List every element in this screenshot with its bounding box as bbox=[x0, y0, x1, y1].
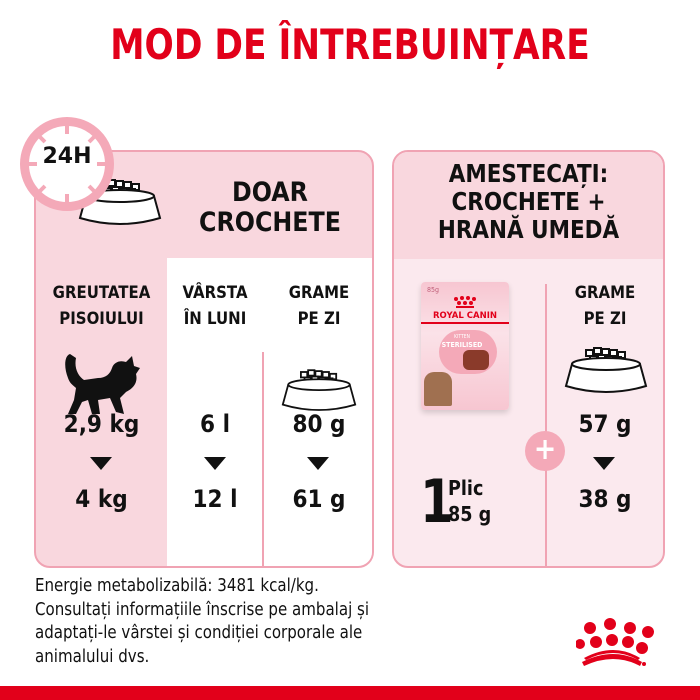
pouch-count: 1 bbox=[420, 467, 454, 537]
mixed-grams-to: 38 g bbox=[578, 485, 632, 513]
kitten-silhouette-icon bbox=[65, 354, 140, 414]
column-head-weight: GREUTATEA PISOIULUI bbox=[52, 283, 151, 330]
royal-canin-crown-icon bbox=[454, 296, 476, 308]
age-to: 12 l bbox=[192, 485, 238, 513]
page-title: MOD DE ÎNTREBUINȚARE bbox=[110, 20, 590, 69]
food-bowl-icon bbox=[281, 369, 357, 411]
column-head-grams: GRAME PE ZI bbox=[288, 283, 350, 330]
grams-from: 80 g bbox=[292, 410, 346, 438]
dry-food-only-panel: DOAR CROCHETE GREUTATEA PISOIULUI VÂRSTA… bbox=[34, 150, 374, 568]
dry-food-heading: DOAR CROCHETE bbox=[199, 177, 341, 239]
mixed-feeding-panel: AMESTECAȚI: CROCHETE + HRANĂ UMEDĂ 85g R… bbox=[392, 150, 665, 568]
arrow-down-icon bbox=[593, 457, 615, 470]
weight-from: 2,9 kg bbox=[63, 410, 140, 438]
pouch-unit: Plic bbox=[448, 476, 484, 500]
royal-canin-crown-logo-icon bbox=[576, 618, 654, 666]
mixed-feeding-heading: AMESTECAȚI: CROCHETE + HRANĂ UMEDĂ bbox=[437, 159, 620, 244]
wet-food-pouch-image: 85g ROYAL CANIN KITTEN STERILISED bbox=[421, 282, 509, 410]
pouch-amount: Plic 85 g bbox=[448, 475, 491, 527]
column-divider bbox=[262, 352, 264, 566]
white-columns-bg bbox=[167, 258, 372, 566]
clock-badge: 24H bbox=[20, 117, 114, 211]
pouch-brand: ROYAL CANIN bbox=[433, 311, 497, 321]
column-head-age: VÂRSTA ÎN LUNI bbox=[182, 283, 248, 330]
food-bowl-icon bbox=[564, 347, 648, 393]
age-from: 6 l bbox=[200, 410, 230, 438]
footer-note: Energie metabolizabilă: 3481 kcal/kg. Co… bbox=[35, 575, 499, 669]
brand-bottom-bar bbox=[0, 686, 700, 700]
arrow-down-icon bbox=[204, 457, 226, 470]
column-divider bbox=[545, 284, 547, 566]
plus-icon: + bbox=[525, 431, 565, 471]
weight-to: 4 kg bbox=[75, 485, 128, 513]
column-head-grams: GRAME PE ZI bbox=[574, 283, 636, 330]
mixed-feeding-header-bg bbox=[394, 152, 663, 259]
arrow-down-icon bbox=[307, 457, 329, 470]
clock-icon bbox=[29, 126, 105, 202]
clock-label: 24H bbox=[42, 144, 92, 169]
pouch-grams: 85 g bbox=[448, 502, 492, 526]
mixed-grams-from: 57 g bbox=[578, 410, 632, 438]
metabolizable-energy: Energie metabolizabilă: 3481 kcal/kg. bbox=[35, 576, 319, 596]
arrow-down-icon bbox=[90, 457, 112, 470]
grams-to: 61 g bbox=[292, 485, 346, 513]
